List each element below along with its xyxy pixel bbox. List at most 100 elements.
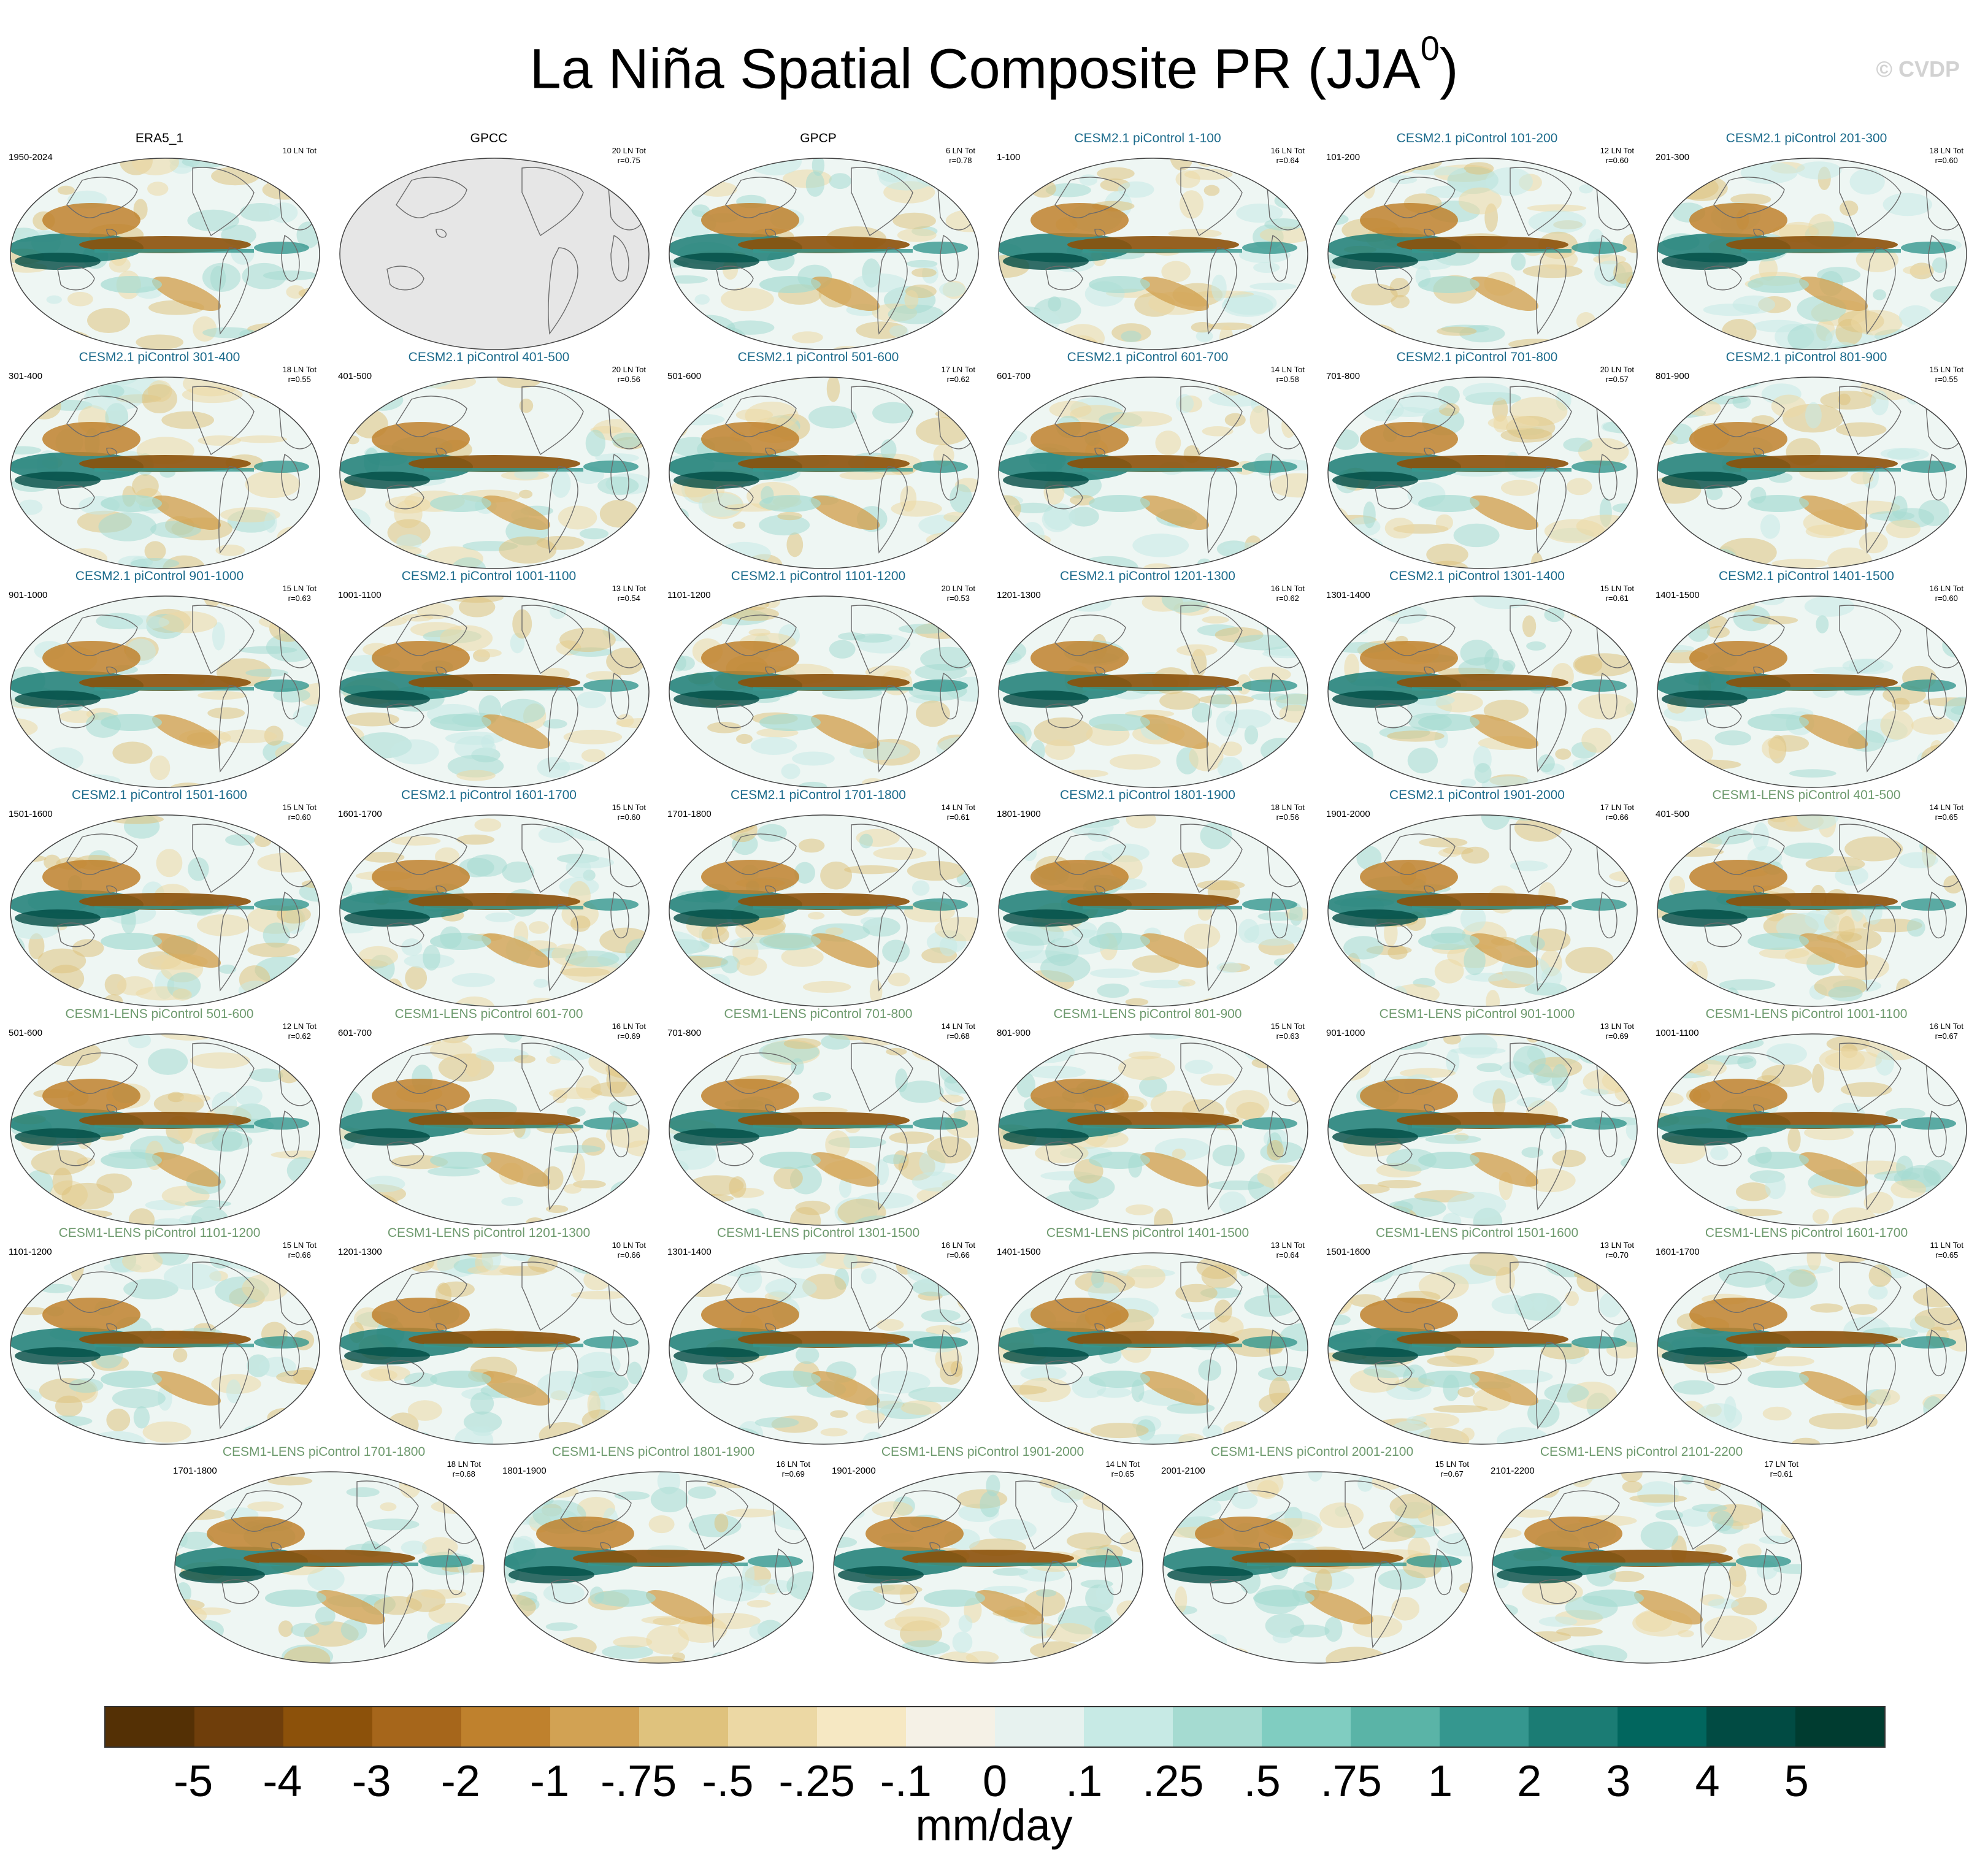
anomaly-patch	[999, 413, 1027, 423]
anomaly-patch	[175, 1634, 213, 1642]
anomaly-patch	[340, 1259, 355, 1274]
coastline	[1713, 1271, 1785, 1313]
anomaly-patch	[294, 336, 312, 349]
map-panel: GPCP 6 LN Tot r=0.78	[659, 129, 979, 362]
anomaly-patch	[646, 1625, 689, 1655]
coastline	[192, 1043, 255, 1112]
anomaly-patch	[714, 1513, 729, 1532]
panel-title: CESM2.1 piControl 701-800	[1396, 350, 1558, 364]
coastline	[66, 833, 138, 875]
dry-anomaly	[207, 1517, 305, 1551]
coastline	[281, 453, 300, 501]
robinson-map	[339, 1033, 650, 1226]
anomaly-patch	[911, 880, 930, 896]
map-outline	[10, 377, 320, 569]
map-panel: CESM2.1 piControl 501-600 501-600 17 LN To…	[659, 348, 979, 581]
anomaly-patch	[1138, 1076, 1167, 1098]
coastline	[1207, 1123, 1237, 1211]
wet-anomaly	[254, 1117, 309, 1130]
anomaly-patch	[242, 262, 286, 289]
map-field	[1492, 1472, 1802, 1663]
anomaly-patch	[672, 1391, 688, 1409]
anomaly-patch	[1849, 169, 1885, 195]
wet-anomaly	[254, 1336, 309, 1349]
anomaly-patch	[1808, 1413, 1870, 1429]
map-panel: CESM1-LENS piControl 601-700 601-700 16 LN…	[329, 1004, 650, 1238]
wet-anomaly	[1748, 1371, 1809, 1388]
anomaly-patch	[245, 470, 301, 499]
coastline	[1704, 1360, 1742, 1385]
anomaly-patch	[870, 1371, 931, 1394]
anomaly-patch	[247, 1501, 284, 1512]
coastline	[436, 1104, 447, 1114]
robinson-map	[669, 158, 979, 350]
coastline	[725, 1052, 797, 1094]
anomaly-patch	[550, 603, 567, 619]
anomaly-patch	[390, 739, 439, 765]
anomaly-patch	[853, 273, 907, 293]
colorbar-swatch	[283, 1707, 372, 1747]
dry-anomaly	[810, 495, 880, 530]
panel-event-count: 15 LN Tot	[612, 803, 646, 812]
panel-event-count: 13 LN Tot	[1600, 1022, 1634, 1031]
anomaly-patch	[1360, 606, 1399, 618]
anomaly-patch	[225, 834, 255, 846]
anomaly-patch	[1427, 1355, 1478, 1367]
colorbar-swatch	[1618, 1707, 1706, 1747]
anomaly-patch	[175, 1478, 220, 1507]
anomaly-patch	[1259, 226, 1308, 243]
map-field	[1328, 1253, 1637, 1444]
panel-years: 501-600	[9, 1028, 43, 1038]
anomaly-patch	[503, 1034, 523, 1043]
dry-anomaly	[1030, 422, 1129, 456]
anomaly-patch	[754, 1417, 799, 1428]
wet-anomaly	[1418, 1152, 1479, 1169]
dry-anomaly	[152, 714, 221, 749]
anomaly-patch	[18, 815, 74, 830]
coastline	[610, 234, 629, 282]
coastline	[386, 266, 424, 291]
anomaly-patch	[688, 1486, 716, 1499]
anomaly-patch	[1752, 822, 1770, 851]
coastline	[396, 614, 467, 656]
anomaly-patch	[16, 1214, 33, 1225]
anomaly-patch	[1551, 1064, 1568, 1093]
coastline	[66, 177, 138, 218]
anomaly-patch	[481, 734, 494, 750]
anomaly-patch	[98, 512, 157, 541]
map-panel: CESM2.1 piControl 1201-1300 1201-1300 16 L…	[988, 567, 1308, 800]
colorbar-swatch	[461, 1707, 550, 1747]
anomaly-patch	[1013, 502, 1053, 513]
panel-stats: 15 LN Tot r=0.55	[1930, 365, 1963, 385]
coastline	[1713, 614, 1785, 656]
anomaly-patch	[1010, 158, 1062, 163]
panel-event-count: 14 LN Tot	[1105, 1460, 1140, 1469]
panel-years: 1501-1600	[1326, 1247, 1370, 1257]
anomaly-patch	[786, 532, 804, 557]
wet-anomaly	[1003, 691, 1089, 708]
coastline	[1180, 167, 1243, 237]
anomaly-patch	[1343, 936, 1384, 960]
coastline	[725, 177, 797, 218]
anomaly-patch	[697, 182, 737, 197]
anomaly-patch	[238, 981, 274, 1001]
map-field	[999, 377, 1308, 568]
anomaly-patch	[212, 622, 225, 651]
anomaly-patch	[277, 526, 320, 549]
wet-anomaly	[1332, 909, 1418, 927]
anomaly-patch	[1851, 310, 1903, 336]
robinson-map	[1162, 1471, 1473, 1664]
coastline	[192, 386, 255, 456]
panel-years: 401-500	[1656, 809, 1690, 819]
robinson-map	[10, 377, 320, 569]
anomaly-patch	[1328, 335, 1372, 345]
anomaly-patch	[1787, 1127, 1801, 1152]
anomaly-patch	[1842, 500, 1900, 515]
panel-title: CESM2.1 piControl 1001-1100	[401, 569, 577, 583]
panel-pattern-correlation: r=0.54	[617, 594, 640, 603]
panel-event-count: 17 LN Tot	[941, 365, 975, 374]
map-outline	[339, 814, 650, 1007]
panel-years: 1601-1700	[338, 809, 382, 819]
anomaly-patch	[1010, 1253, 1040, 1262]
anomaly-patch	[830, 1410, 848, 1418]
